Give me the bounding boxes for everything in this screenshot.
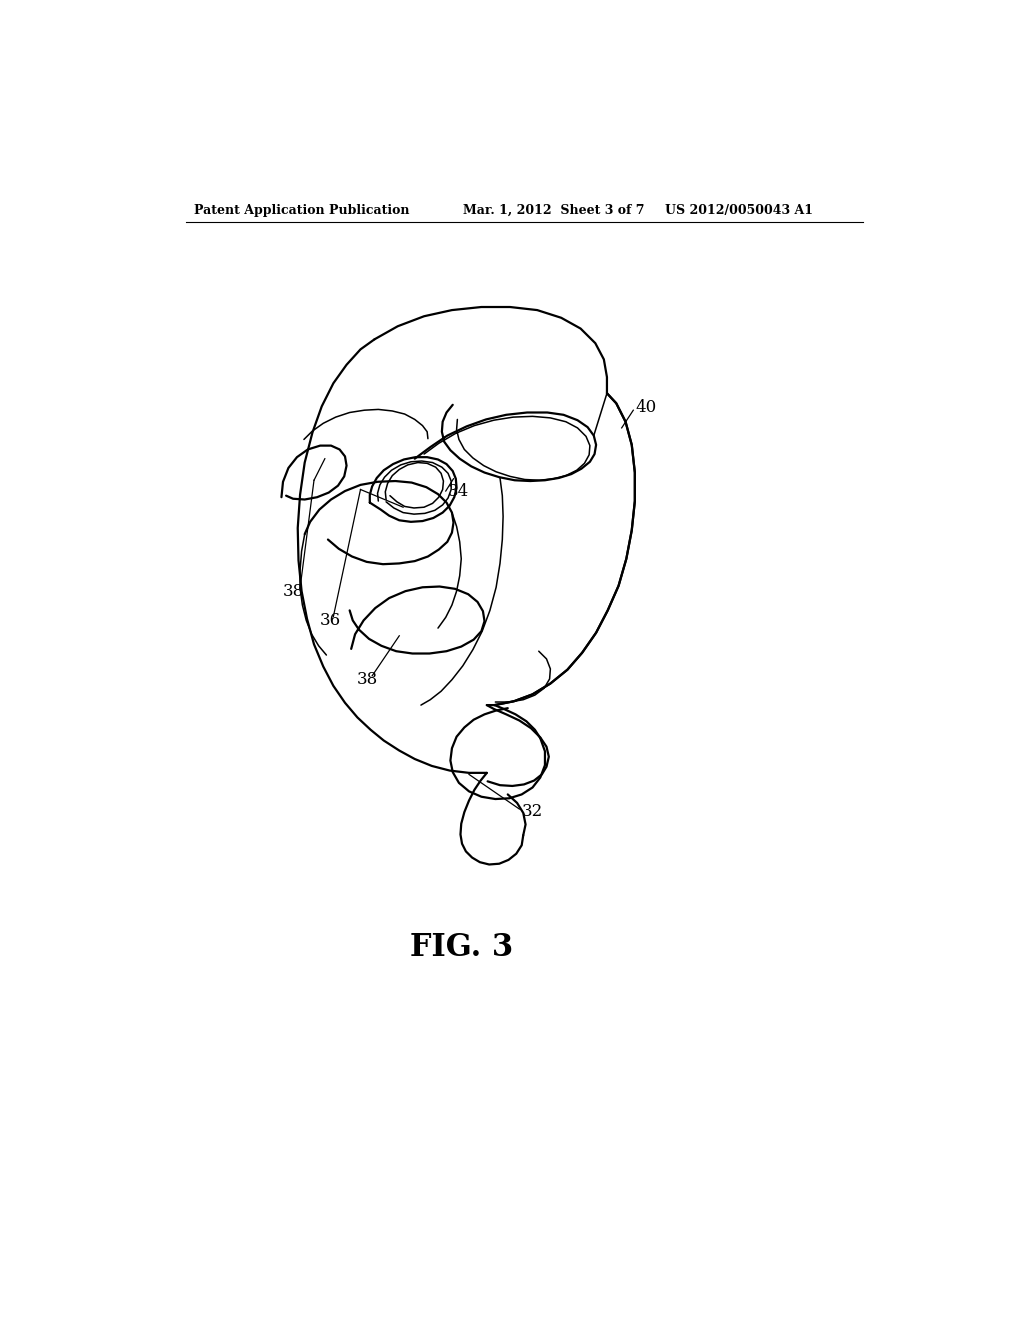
Text: 34: 34 <box>447 483 469 499</box>
Text: Mar. 1, 2012  Sheet 3 of 7: Mar. 1, 2012 Sheet 3 of 7 <box>463 205 644 218</box>
Text: Patent Application Publication: Patent Application Publication <box>194 205 410 218</box>
Text: 36: 36 <box>321 612 341 628</box>
Text: 40: 40 <box>636 399 656 416</box>
Text: FIG. 3: FIG. 3 <box>410 932 513 964</box>
Text: US 2012/0050043 A1: US 2012/0050043 A1 <box>665 205 813 218</box>
Text: 32: 32 <box>521 803 543 820</box>
Text: 38: 38 <box>283 582 304 599</box>
Text: 38: 38 <box>356 671 378 688</box>
